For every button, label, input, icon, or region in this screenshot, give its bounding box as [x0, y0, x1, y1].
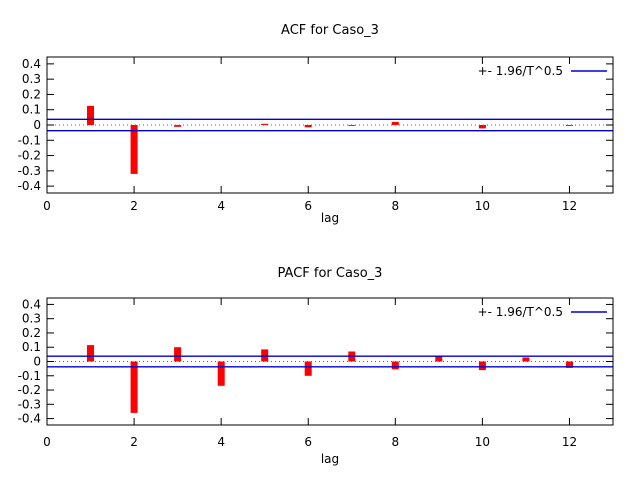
y-tick-label: -0.4 [18, 412, 41, 426]
y-tick-label: -0.4 [18, 179, 41, 193]
pacf-chart: PACF for Caso_3 -0.4-0.3-0.2-0.100.10.20… [18, 266, 614, 466]
x-tick-label: 10 [475, 199, 490, 213]
y-tick-label: 0.4 [22, 57, 41, 71]
y-tick-label: 0.3 [22, 72, 41, 86]
y-tick-label: 0 [33, 355, 41, 369]
x-tick-label: 4 [217, 199, 225, 213]
y-tick-label: -0.2 [18, 383, 41, 397]
x-tick-label: 4 [217, 435, 225, 449]
bar-lag-2 [130, 361, 138, 413]
y-tick-label: 0.2 [22, 326, 41, 340]
y-tick-label: 0.1 [22, 103, 41, 117]
y-tick-label: -0.2 [18, 149, 41, 163]
x-tick-label: 12 [562, 435, 577, 449]
acf-chart: ACF for Caso_3 -0.4-0.3-0.2-0.100.10.20.… [18, 23, 614, 225]
y-tick-label: -0.3 [18, 397, 41, 411]
y-tick-label: 0.3 [22, 312, 41, 326]
acf-xaxis-label: lag [321, 211, 339, 225]
pacf-legend-label: +- 1.96/T^0.5 [478, 305, 563, 319]
bar-lag-5 [261, 123, 269, 125]
y-tick-label: -0.3 [18, 164, 41, 178]
x-tick-label: 8 [391, 435, 399, 449]
x-tick-label: 2 [130, 435, 138, 449]
bar-lag-3 [174, 347, 182, 362]
bar-lag-8 [391, 361, 399, 370]
bar-lag-9 [435, 356, 443, 362]
x-tick-label: 12 [562, 199, 577, 213]
pacf-plot-area: -0.4-0.3-0.2-0.100.10.20.30.40 2 4 6 8 10 12 [18, 297, 614, 449]
y-tick-label: 0.1 [22, 340, 41, 354]
bar-lag-11 [522, 357, 530, 362]
y-tick-label: 0.4 [22, 297, 41, 311]
bar-lag-8 [391, 121, 399, 125]
acf-legend-label: +- 1.96/T^0.5 [478, 64, 563, 78]
x-tick-label: 8 [391, 199, 399, 213]
pacf-title: PACF for Caso_3 [278, 266, 383, 281]
bar-lag-6 [304, 125, 312, 128]
acf-plot-area: -0.4-0.3-0.2-0.100.10.20.30.40 2 4 6 8 10 12 [18, 56, 614, 213]
pacf-xaxis-label: lag [321, 452, 339, 466]
y-tick-label: 0 [33, 118, 41, 132]
x-tick-label: 0 [43, 435, 51, 449]
y-tick-label: -0.1 [18, 369, 41, 383]
bar-lag-10 [478, 125, 486, 129]
bar-lag-12 [566, 125, 573, 126]
acf-title: ACF for Caso_3 [281, 23, 379, 38]
y-tick-label: 0.2 [22, 87, 41, 101]
bar-lag-12 [566, 361, 573, 368]
x-tick-label: 10 [475, 435, 490, 449]
bar-lag-4 [217, 361, 225, 386]
x-tick-label: 0 [43, 199, 51, 213]
bar-lag-1 [87, 345, 94, 362]
x-tick-label: 6 [304, 435, 312, 449]
y-tick-label: -0.1 [18, 133, 41, 147]
bar-lag-3 [174, 125, 182, 127]
x-tick-label: 6 [304, 199, 312, 213]
bar-lag-6 [304, 361, 312, 376]
x-tick-label: 2 [130, 199, 138, 213]
bar-lag-10 [478, 361, 486, 371]
bar-lag-5 [261, 349, 269, 362]
bar-lag-1 [87, 105, 94, 125]
bar-lag-2 [130, 125, 138, 174]
